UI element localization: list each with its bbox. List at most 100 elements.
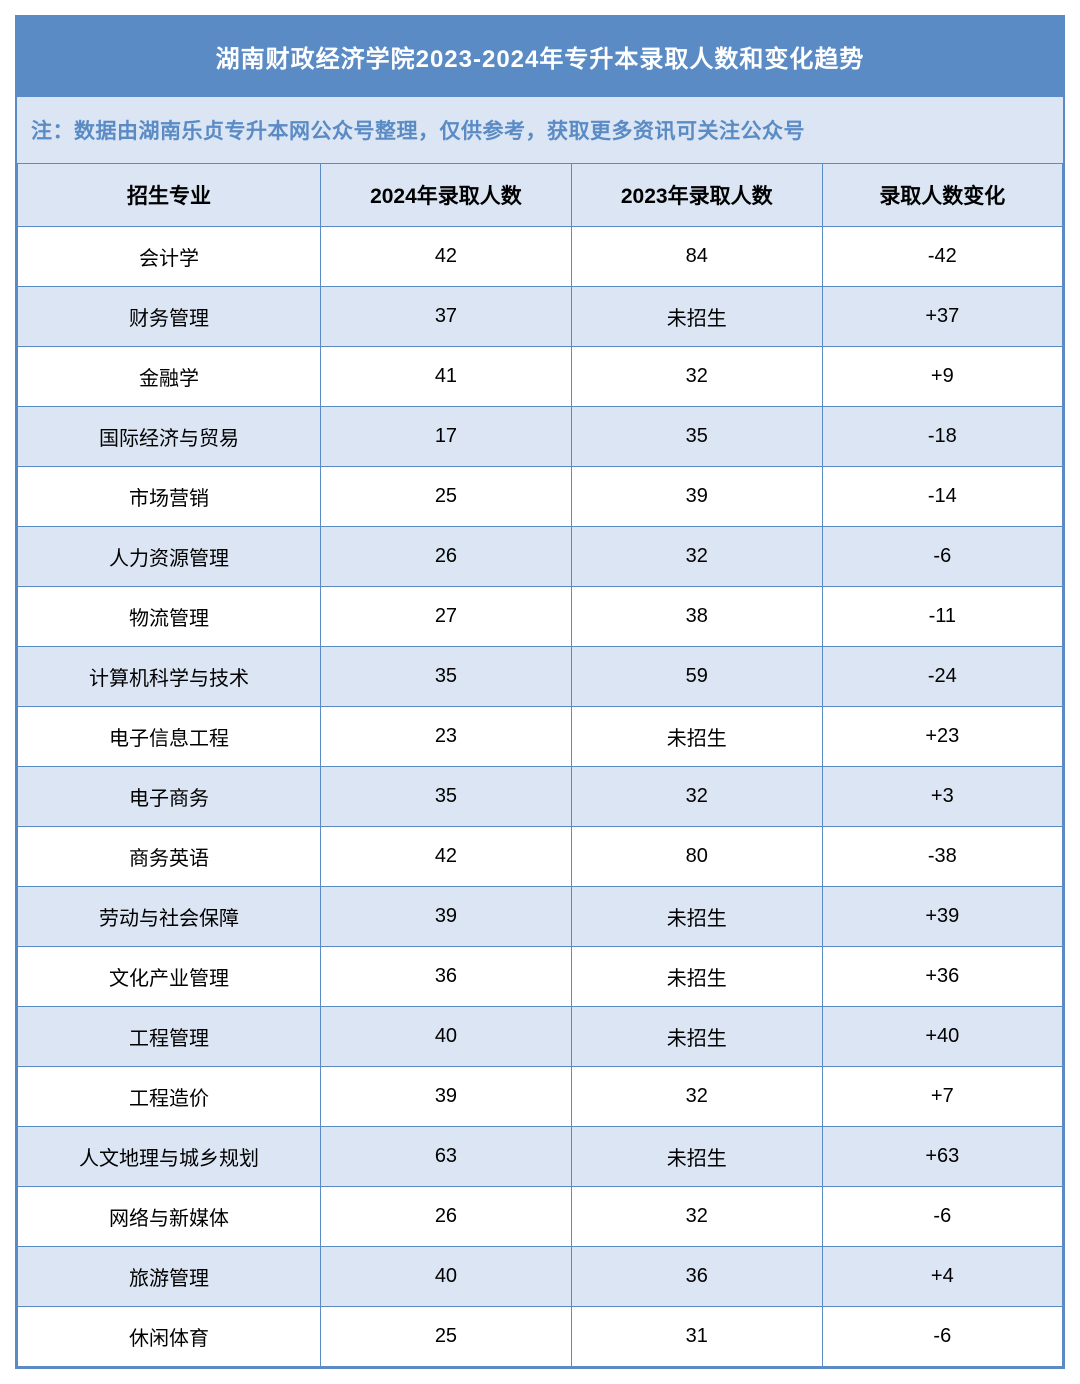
cell-change: +63 — [822, 1127, 1062, 1187]
table-row: 电子商务3532+3 — [18, 767, 1063, 827]
table-row: 人力资源管理2632-6 — [18, 527, 1063, 587]
cell-major: 计算机科学与技术 — [18, 647, 321, 707]
table-row: 会计学4284-42 — [18, 227, 1063, 287]
cell-y2023: 31 — [571, 1307, 822, 1367]
table-body: 会计学4284-42财务管理37未招生+37金融学4132+9国际经济与贸易17… — [18, 227, 1063, 1367]
cell-major: 金融学 — [18, 347, 321, 407]
table-row: 市场营销2539-14 — [18, 467, 1063, 527]
cell-y2023: 未招生 — [571, 887, 822, 947]
table-row: 国际经济与贸易1735-18 — [18, 407, 1063, 467]
table-row: 商务英语4280-38 — [18, 827, 1063, 887]
cell-change: +40 — [822, 1007, 1062, 1067]
table-row: 计算机科学与技术3559-24 — [18, 647, 1063, 707]
cell-y2024: 23 — [321, 707, 572, 767]
cell-major: 电子信息工程 — [18, 707, 321, 767]
col-header-change: 录取人数变化 — [822, 164, 1062, 227]
table-row: 休闲体育2531-6 — [18, 1307, 1063, 1367]
cell-major: 工程造价 — [18, 1067, 321, 1127]
cell-major: 人力资源管理 — [18, 527, 321, 587]
admissions-table: 招生专业 2024年录取人数 2023年录取人数 录取人数变化 会计学4284-… — [17, 163, 1063, 1367]
cell-y2023: 80 — [571, 827, 822, 887]
cell-change: -42 — [822, 227, 1062, 287]
cell-change: +39 — [822, 887, 1062, 947]
cell-change: -38 — [822, 827, 1062, 887]
cell-change: -6 — [822, 1187, 1062, 1247]
cell-y2024: 41 — [321, 347, 572, 407]
cell-y2023: 未招生 — [571, 287, 822, 347]
table-row: 物流管理2738-11 — [18, 587, 1063, 647]
cell-y2023: 未招生 — [571, 1127, 822, 1187]
cell-y2024: 40 — [321, 1007, 572, 1067]
admissions-table-wrapper: 湖南财政经济学院2023-2024年专升本录取人数和变化趋势 注：数据由湖南乐贞… — [15, 15, 1065, 1369]
table-row: 人文地理与城乡规划63未招生+63 — [18, 1127, 1063, 1187]
cell-y2023: 38 — [571, 587, 822, 647]
cell-y2024: 39 — [321, 887, 572, 947]
cell-y2024: 26 — [321, 1187, 572, 1247]
cell-y2024: 17 — [321, 407, 572, 467]
cell-y2024: 27 — [321, 587, 572, 647]
cell-major: 财务管理 — [18, 287, 321, 347]
cell-change: -18 — [822, 407, 1062, 467]
table-head-row: 招生专业 2024年录取人数 2023年录取人数 录取人数变化 — [18, 164, 1063, 227]
cell-major: 人文地理与城乡规划 — [18, 1127, 321, 1187]
table-note: 注：数据由湖南乐贞专升本网公众号整理，仅供参考，获取更多资讯可关注公众号 — [17, 96, 1063, 163]
cell-y2023: 35 — [571, 407, 822, 467]
cell-y2024: 37 — [321, 287, 572, 347]
col-header-major: 招生专业 — [18, 164, 321, 227]
cell-y2024: 42 — [321, 827, 572, 887]
col-header-2024: 2024年录取人数 — [321, 164, 572, 227]
table-row: 工程管理40未招生+40 — [18, 1007, 1063, 1067]
table-row: 劳动与社会保障39未招生+39 — [18, 887, 1063, 947]
cell-major: 商务英语 — [18, 827, 321, 887]
col-header-2023: 2023年录取人数 — [571, 164, 822, 227]
cell-major: 旅游管理 — [18, 1247, 321, 1307]
table-title: 湖南财政经济学院2023-2024年专升本录取人数和变化趋势 — [17, 17, 1063, 96]
table-row: 旅游管理4036+4 — [18, 1247, 1063, 1307]
cell-change: +37 — [822, 287, 1062, 347]
cell-y2024: 25 — [321, 467, 572, 527]
table-row: 金融学4132+9 — [18, 347, 1063, 407]
table-row: 文化产业管理36未招生+36 — [18, 947, 1063, 1007]
cell-change: -6 — [822, 527, 1062, 587]
cell-change: -11 — [822, 587, 1062, 647]
cell-major: 劳动与社会保障 — [18, 887, 321, 947]
cell-y2023: 39 — [571, 467, 822, 527]
cell-major: 文化产业管理 — [18, 947, 321, 1007]
cell-y2023: 32 — [571, 347, 822, 407]
cell-major: 电子商务 — [18, 767, 321, 827]
cell-change: -24 — [822, 647, 1062, 707]
cell-major: 市场营销 — [18, 467, 321, 527]
cell-change: +3 — [822, 767, 1062, 827]
cell-y2024: 26 — [321, 527, 572, 587]
cell-major: 工程管理 — [18, 1007, 321, 1067]
cell-y2023: 84 — [571, 227, 822, 287]
cell-major: 网络与新媒体 — [18, 1187, 321, 1247]
cell-change: +7 — [822, 1067, 1062, 1127]
cell-y2023: 未招生 — [571, 1007, 822, 1067]
cell-y2023: 未招生 — [571, 707, 822, 767]
cell-y2024: 35 — [321, 767, 572, 827]
cell-change: -6 — [822, 1307, 1062, 1367]
cell-major: 会计学 — [18, 227, 321, 287]
cell-y2024: 25 — [321, 1307, 572, 1367]
cell-y2024: 63 — [321, 1127, 572, 1187]
table-row: 财务管理37未招生+37 — [18, 287, 1063, 347]
table-row: 电子信息工程23未招生+23 — [18, 707, 1063, 767]
cell-y2023: 32 — [571, 1067, 822, 1127]
cell-y2024: 42 — [321, 227, 572, 287]
cell-major: 国际经济与贸易 — [18, 407, 321, 467]
cell-change: -14 — [822, 467, 1062, 527]
cell-y2023: 32 — [571, 527, 822, 587]
cell-y2024: 35 — [321, 647, 572, 707]
cell-change: +23 — [822, 707, 1062, 767]
table-row: 工程造价3932+7 — [18, 1067, 1063, 1127]
cell-y2023: 32 — [571, 767, 822, 827]
cell-y2024: 39 — [321, 1067, 572, 1127]
cell-change: +9 — [822, 347, 1062, 407]
cell-y2023: 32 — [571, 1187, 822, 1247]
table-row: 网络与新媒体2632-6 — [18, 1187, 1063, 1247]
cell-y2024: 40 — [321, 1247, 572, 1307]
cell-y2023: 未招生 — [571, 947, 822, 1007]
cell-y2023: 36 — [571, 1247, 822, 1307]
cell-major: 休闲体育 — [18, 1307, 321, 1367]
